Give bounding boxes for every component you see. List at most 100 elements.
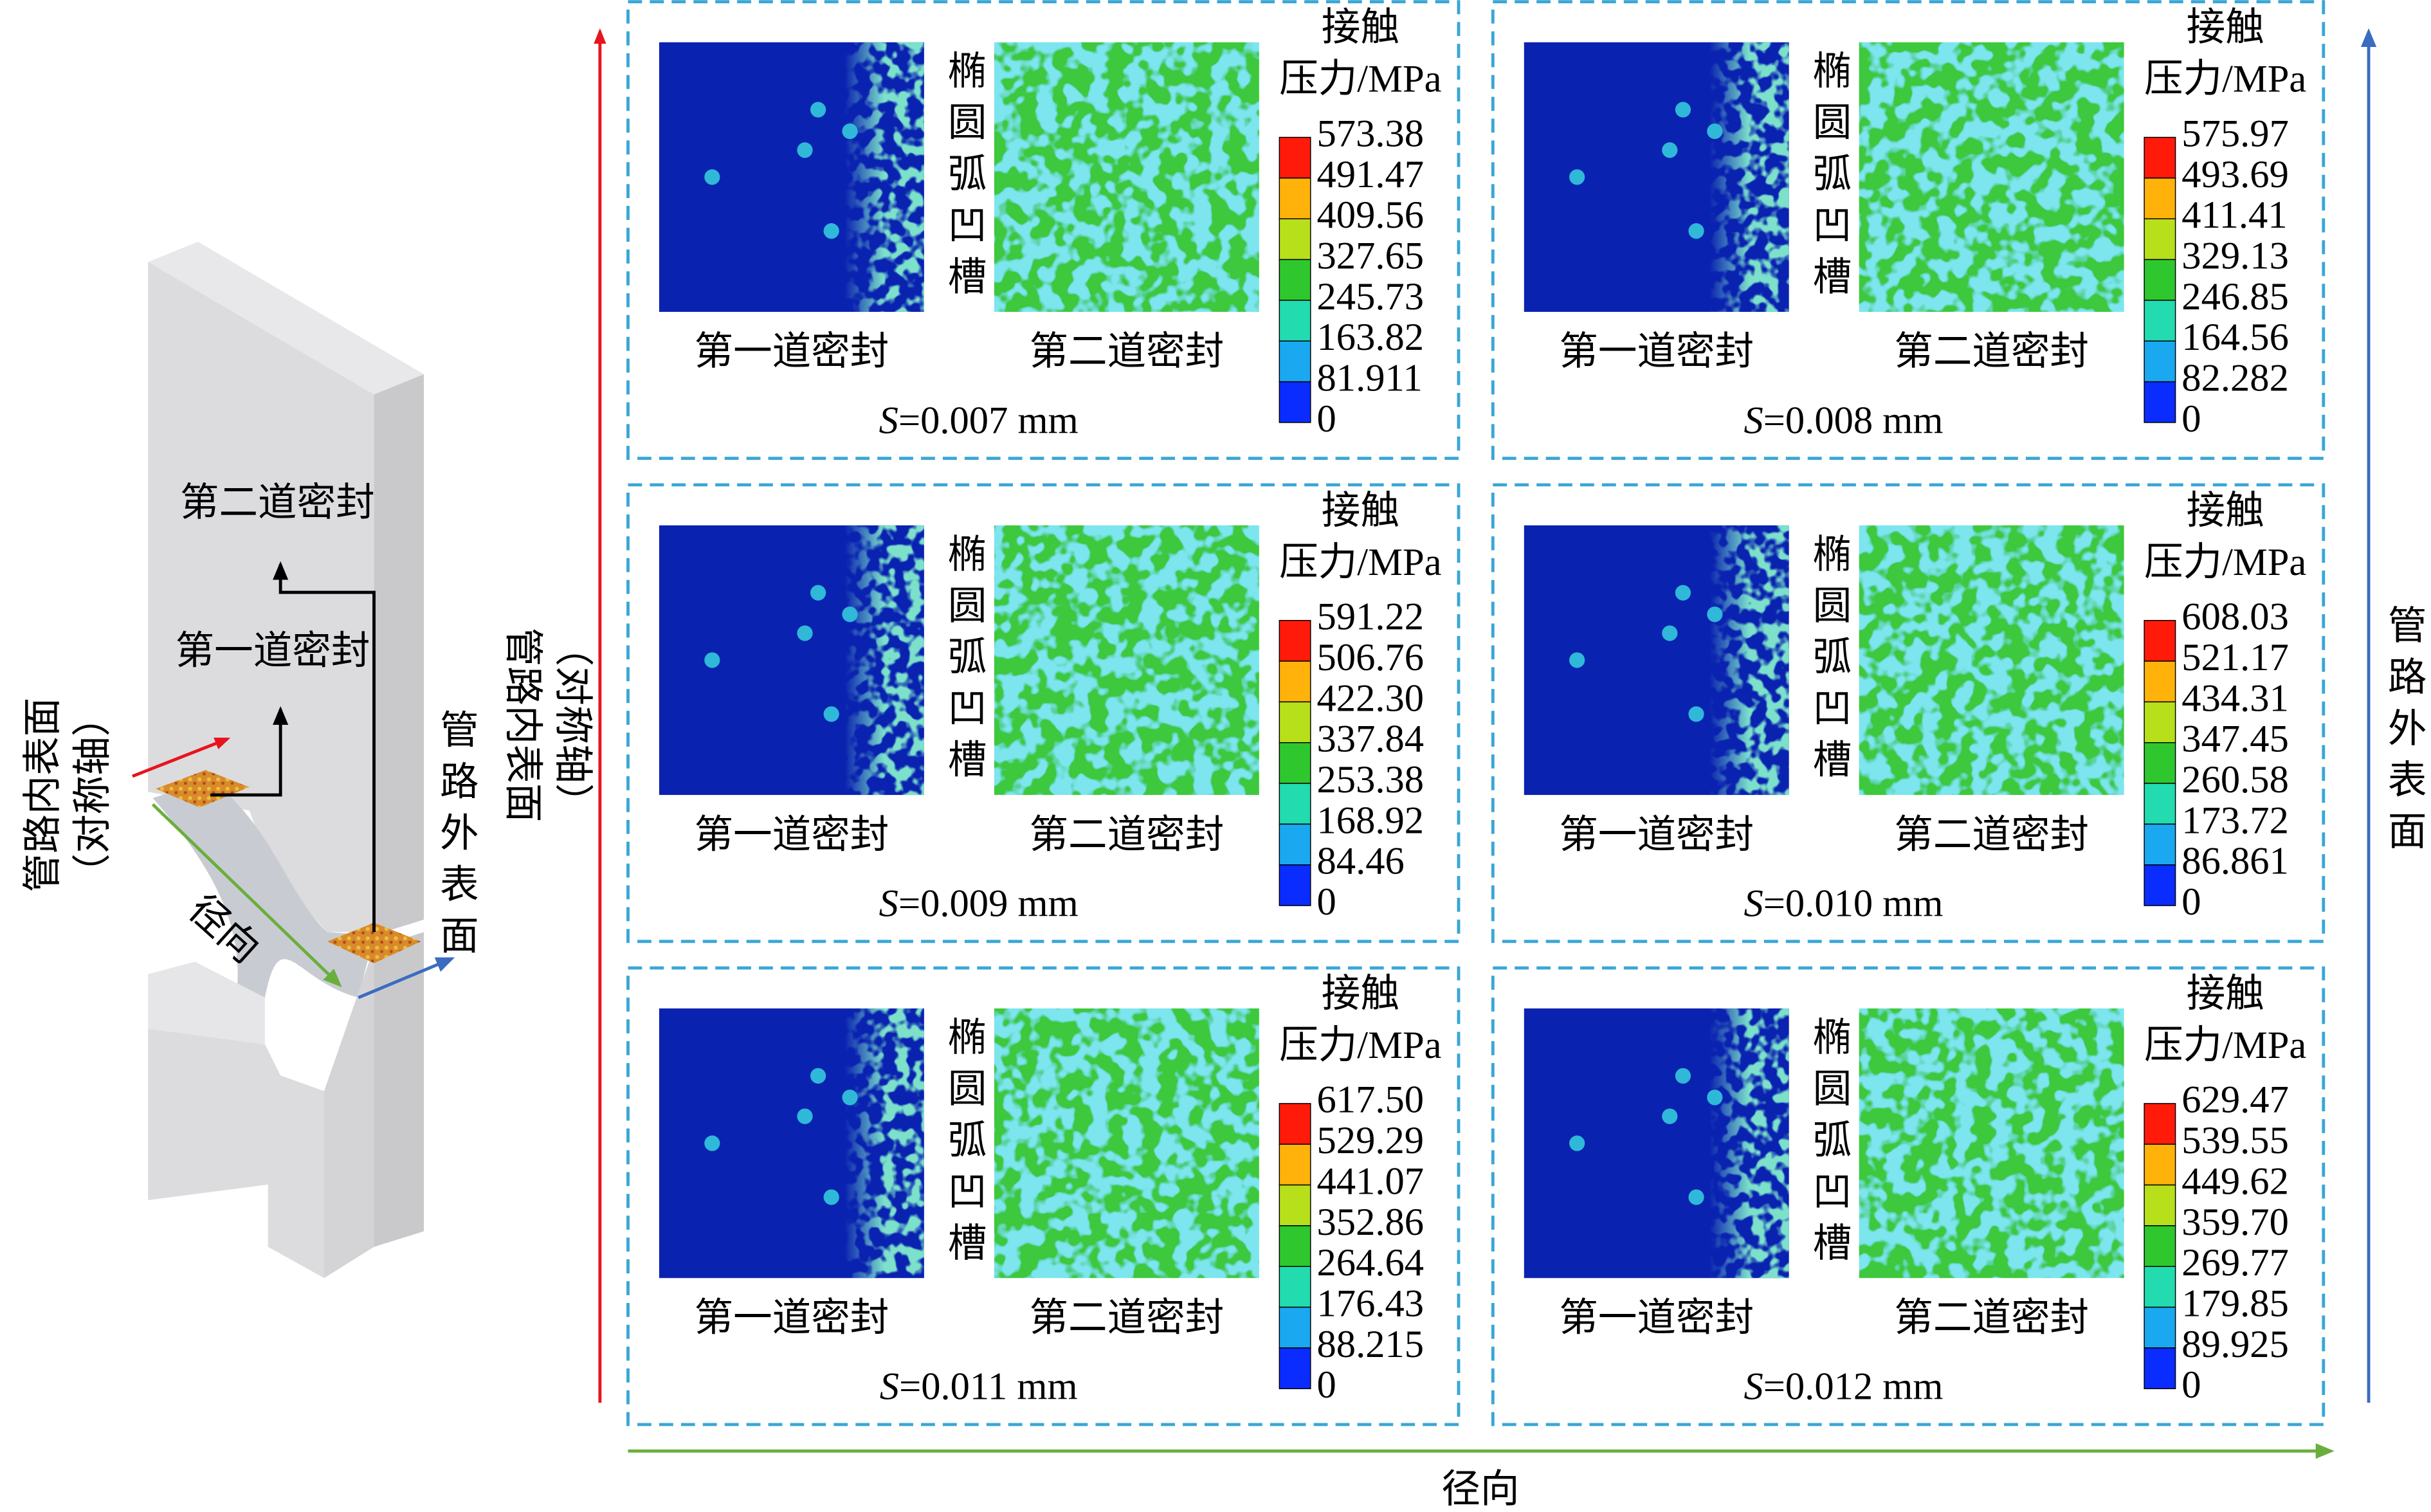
first-seal-spot (1675, 585, 1691, 601)
colorbar-segment (1279, 381, 1311, 423)
colorbar-tick-label: 0 (2181, 880, 2201, 924)
first-seal-map-edge (659, 42, 924, 312)
second-seal-map (994, 42, 1259, 312)
colorbar-segment (2144, 1266, 2176, 1308)
colorbar-tick-label: 352.86 (1317, 1201, 1425, 1244)
inner-arrow (132, 737, 231, 778)
colorbar-tick-label: 493.69 (2181, 153, 2289, 196)
colorbar-tick-label: 608.03 (2181, 596, 2289, 639)
colorbar-segment (2144, 701, 2176, 743)
colorbar-tick-label: 359.70 (2181, 1201, 2289, 1244)
colorbar-segment (1279, 1184, 1311, 1226)
first-seal-spot (1688, 1189, 1704, 1205)
colorbar-tick-label: 347.45 (2181, 718, 2289, 761)
colorbar-segment (2144, 136, 2176, 179)
first-seal-caption: 第一道密封 (695, 331, 889, 374)
colorbar-segment (1279, 178, 1311, 219)
colorbar-tick-label: 176.43 (1317, 1282, 1425, 1325)
first-seal-spot (1662, 142, 1678, 158)
first-seal-spot (704, 169, 720, 185)
s-value: =0.007 mm (898, 399, 1079, 442)
colorbar-segment (1279, 1143, 1311, 1186)
first-seal-spot (823, 223, 839, 239)
first-seal-spot (797, 625, 813, 641)
first-seal-spot (810, 102, 826, 118)
groove-label: 椭圆弧凹槽 (1807, 533, 1851, 790)
s-value: =0.011 mm (899, 1365, 1078, 1408)
s-label: S=0.007 mm (879, 399, 1079, 442)
second-seal-caption: 第二道密封 (1029, 814, 1224, 857)
first-seal-spot (797, 142, 813, 158)
second-seal-map (994, 525, 1259, 796)
s-label: S=0.012 mm (1744, 1365, 1943, 1408)
s-label: S=0.009 mm (879, 882, 1079, 925)
colorbar-tick-label: 506.76 (1317, 636, 1425, 679)
colorbar-tick-label: 327.65 (1317, 234, 1425, 277)
panel-border (1491, 0, 2326, 460)
colorbar-tick-label: 521.17 (2181, 636, 2289, 679)
colorbar-tick-label: 329.13 (2181, 234, 2289, 277)
first-seal-spot (1707, 123, 1723, 140)
first-seal-map-edge (1524, 525, 1789, 796)
inner-surface-mid-label: 管路内表面 (501, 628, 544, 823)
panel-border (1491, 483, 2326, 943)
legend-title: 压力/MPa (1279, 58, 1441, 101)
colorbar-segment (1279, 300, 1311, 342)
colorbar-segment (2144, 259, 2176, 301)
second-seal-caption: 第二道密封 (1894, 331, 2089, 374)
colorbar-segment (1279, 1306, 1311, 1349)
colorbar-segment (2144, 864, 2176, 906)
first-seal-spot (842, 606, 858, 623)
s-value: =0.012 mm (1763, 1365, 1944, 1408)
s-label: S=0.011 mm (880, 1365, 1078, 1408)
colorbar-segment (1279, 1266, 1311, 1308)
legend-title: 接触 (2187, 6, 2264, 50)
lower-mid (324, 947, 374, 1279)
first-seal-spot (842, 1089, 858, 1106)
groove-label: 椭圆弧凹槽 (942, 533, 986, 790)
second-seal-map (1859, 525, 2124, 796)
first-seal-label: 第一道密封 (176, 630, 370, 673)
colorbar-segment (1279, 136, 1311, 179)
colorbar-tick-label: 0 (2181, 1363, 2201, 1407)
colorbar-segment (2144, 783, 2176, 825)
lower-top (148, 961, 265, 1044)
colorbar-tick-label: 84.46 (1317, 840, 1405, 883)
colorbar-segment (2144, 300, 2176, 342)
colorbar-tick-label: 529.29 (1317, 1119, 1425, 1162)
colorbar-tick-label: 337.84 (1317, 718, 1425, 761)
colorbar-segment (2144, 742, 2176, 784)
colorbar-segment (2144, 178, 2176, 219)
groove-label: 椭圆弧凹槽 (1807, 1016, 1851, 1273)
groove-label: 椭圆弧凹槽 (942, 1016, 986, 1273)
colorbar-tick-label: 82.282 (2181, 357, 2289, 400)
legend-title: 接触 (2187, 489, 2264, 533)
colorbar-segment (1279, 783, 1311, 825)
inner-surface-label: 管路内表面 (22, 698, 65, 893)
colorbar-tick-label: 434.31 (2181, 677, 2289, 720)
s-symbol: S (879, 882, 898, 925)
colorbar-tick-label: 573.38 (1317, 112, 1425, 155)
first-seal-spot (823, 1189, 839, 1205)
colorbar-tick-label: 173.72 (2181, 799, 2289, 842)
colorbar-segment (1279, 340, 1311, 383)
colorbar-tick-label: 539.55 (2181, 1119, 2289, 1162)
first-seal-caption: 第一道密封 (1559, 331, 1754, 374)
colorbar-tick-label: 164.56 (2181, 316, 2289, 359)
second-seal-caption: 第二道密封 (1029, 331, 1224, 374)
first-seal-spot (704, 1135, 720, 1151)
first-seal-spot (797, 1108, 813, 1124)
colorbar-tick-label: 260.58 (2181, 758, 2289, 801)
first-seal-spot (810, 585, 826, 601)
legend-title: 接触 (1322, 972, 1399, 1016)
colorbar-tick-label: 264.64 (1317, 1241, 1425, 1284)
first-seal-caption: 第一道密封 (695, 814, 889, 857)
colorbar-tick-label: 89.925 (2181, 1323, 2289, 1366)
s-value: =0.009 mm (898, 882, 1079, 925)
block-front (148, 262, 374, 933)
